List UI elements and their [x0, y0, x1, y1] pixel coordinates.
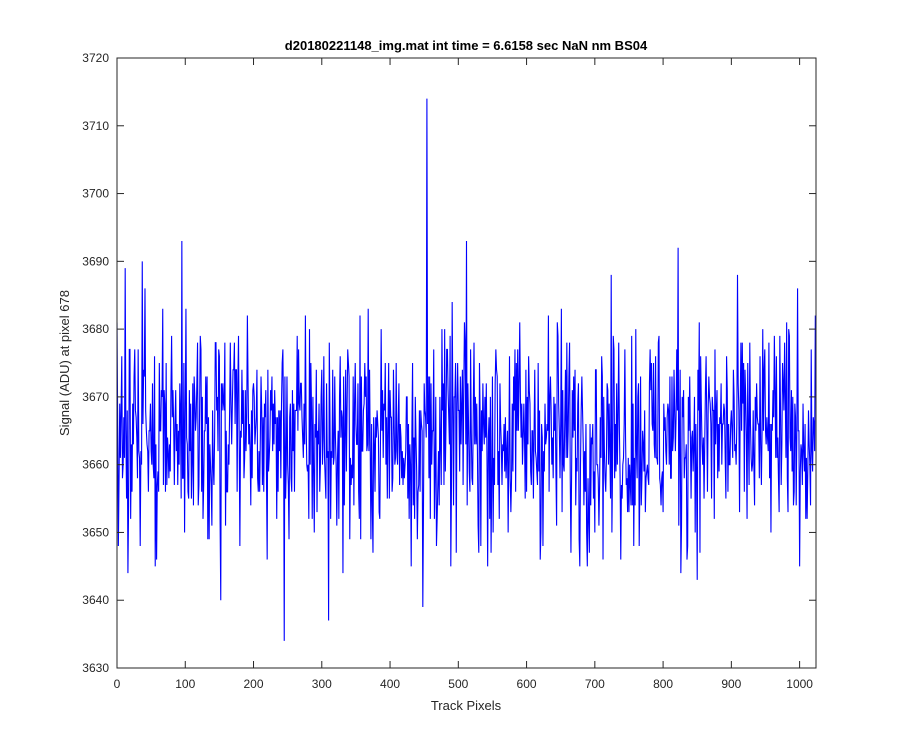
x-tick-label: 900 [721, 677, 741, 691]
x-tick-label: 200 [244, 677, 264, 691]
y-axis-ticks: 3630 3640 3650 3660 3670 3680 3690 3700 3710 3720 [82, 51, 816, 675]
x-tick-label: 300 [312, 677, 332, 691]
x-tick-label: 800 [653, 677, 673, 691]
signal-line [117, 98, 816, 641]
y-tick-label: 3660 [82, 458, 109, 472]
x-tick-label: 0 [114, 677, 121, 691]
chart-title: d20180221148_img.mat int time = 6.6158 s… [285, 38, 648, 53]
y-tick-label: 3720 [82, 51, 109, 65]
x-axis-ticks: 0 100 200 300 400 500 600 700 800 900 1000 [114, 58, 813, 691]
x-tick-label: 400 [380, 677, 400, 691]
x-tick-label: 700 [585, 677, 605, 691]
axes-box [116, 57, 817, 669]
x-tick-label: 1000 [786, 677, 813, 691]
x-tick-label: 600 [517, 677, 537, 691]
y-tick-label: 3680 [82, 322, 109, 336]
y-tick-label: 3690 [82, 254, 109, 268]
y-tick-label: 3630 [82, 661, 109, 675]
x-tick-label: 500 [448, 677, 468, 691]
x-tick-label: 100 [175, 677, 195, 691]
y-axis-label: Signal (ADU) at pixel 678 [57, 290, 72, 436]
series-group [117, 98, 816, 641]
y-tick-label: 3670 [82, 390, 109, 404]
x-axis-label: Track Pixels [431, 698, 502, 713]
y-tick-label: 3700 [82, 187, 109, 201]
y-tick-label: 3710 [82, 119, 109, 133]
y-tick-label: 3640 [82, 593, 109, 607]
y-tick-label: 3650 [82, 525, 109, 539]
